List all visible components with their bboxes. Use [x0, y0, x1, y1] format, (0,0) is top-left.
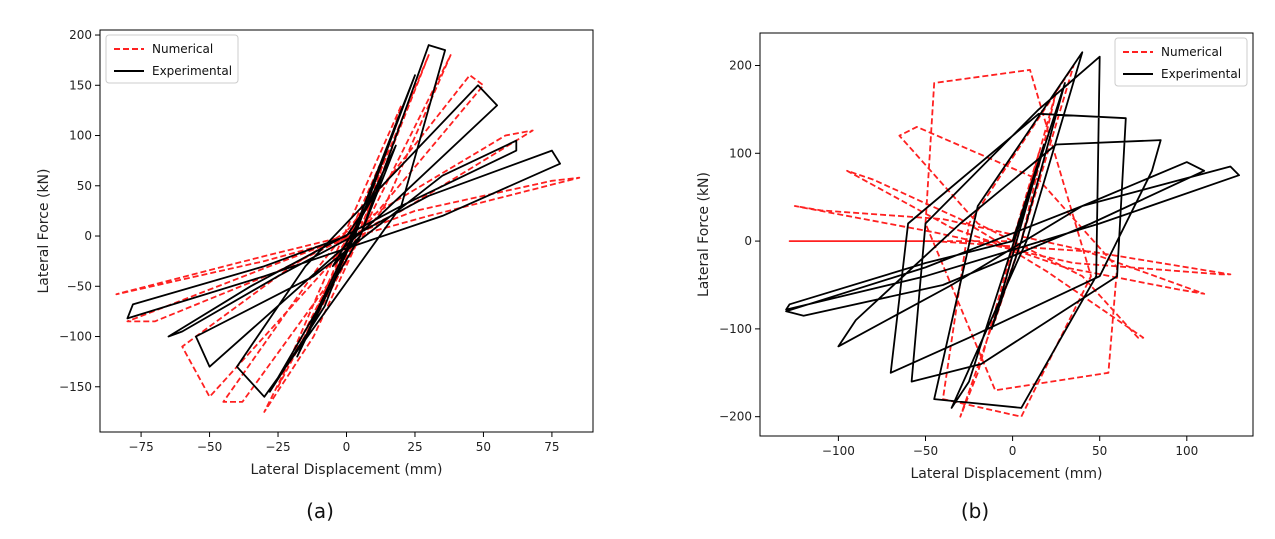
y-tick-label: −150: [59, 380, 92, 394]
y-tick-label: −50: [67, 279, 92, 293]
x-tick-label: −25: [265, 440, 290, 454]
y-tick-label: 100: [69, 129, 92, 143]
chart-b: −100 −50 0 50 100 −200 −100 0 100 200 Lateral Disp…: [696, 32, 1254, 523]
x-tick-label: −100: [822, 444, 855, 458]
series-numerical: [788, 64, 1232, 418]
plot-frame: [759, 32, 1254, 437]
y-tick-label: 100: [729, 146, 752, 160]
x-tick-label: 100: [1175, 444, 1198, 458]
legend-label: Numerical: [152, 42, 213, 56]
y-tick-label: 200: [69, 28, 92, 42]
x-tick-label: 75: [544, 440, 559, 454]
y-tick-label: 150: [69, 78, 92, 92]
x-axis-label: Lateral Displacement (mm): [250, 462, 442, 478]
caption: (a): [306, 499, 334, 523]
x-tick-label: 50: [476, 440, 491, 454]
y-tick-label: −100: [719, 322, 752, 336]
legend: Numerical Experimental: [1114, 37, 1248, 87]
caption: (b): [961, 499, 989, 523]
x-tick-label: 50: [1092, 444, 1107, 458]
series-experimental: [785, 51, 1240, 409]
x-tick-label: 25: [407, 440, 422, 454]
x-axis-label: Lateral Displacement (mm): [910, 466, 1102, 482]
series-experimental: [126, 44, 561, 398]
legend-label: Numerical: [1161, 45, 1222, 59]
x-tick-label: −50: [913, 444, 938, 458]
legend-label: Experimental: [152, 64, 232, 78]
legend: Numerical Experimental: [105, 34, 239, 84]
y-tick-label: 200: [729, 58, 752, 72]
x-tick-label: 0: [343, 440, 351, 454]
x-tick-label: −75: [128, 440, 153, 454]
legend-label: Experimental: [1161, 67, 1241, 81]
y-tick-label: 0: [744, 234, 752, 248]
y-tick-label: 50: [77, 179, 92, 193]
chart-a: −75 −50 −25 0 25 50 75 −150 −100 −50 0 50 100 150 200 L…: [36, 28, 594, 523]
y-axis-label: Lateral Force (kN): [696, 172, 712, 297]
x-tick-label: −50: [197, 440, 222, 454]
y-axis-label: Lateral Force (kN): [36, 169, 52, 294]
y-tick-label: 0: [84, 229, 92, 243]
x-tick-label: 0: [1009, 444, 1017, 458]
y-tick-label: −200: [719, 410, 752, 424]
y-tick-label: −100: [59, 330, 92, 344]
